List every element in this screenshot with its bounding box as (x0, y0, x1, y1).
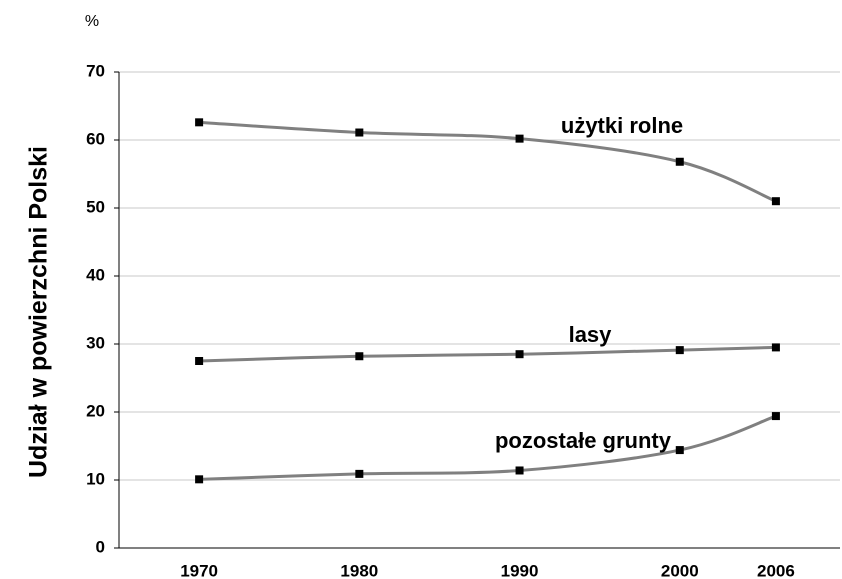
y-tick-label: 40 (86, 265, 105, 284)
data-point (675, 346, 684, 355)
x-tick-label: 1990 (501, 561, 539, 579)
data-point (515, 134, 524, 143)
y-tick-label: 10 (86, 469, 105, 488)
series-line (199, 414, 777, 481)
series-label: lasy (569, 322, 613, 347)
data-point (195, 475, 204, 484)
series-line (199, 345, 776, 363)
y-tick-label: 50 (86, 197, 105, 216)
data-point (771, 197, 780, 206)
y-unit: % (85, 13, 99, 30)
data-point (515, 466, 524, 475)
y-axis-label: Udział w powierzchni Polski (25, 146, 53, 478)
data-point (355, 128, 364, 137)
data-point (771, 412, 780, 421)
data-point (515, 350, 524, 359)
x-tick-label: 1970 (180, 561, 218, 579)
x-tick-label: 2000 (661, 561, 699, 579)
y-tick-label: 70 (86, 61, 105, 80)
series-label: użytki rolne (561, 113, 683, 138)
x-tick-label: 1980 (340, 561, 378, 579)
y-tick-label: 60 (86, 129, 105, 148)
y-tick-label: 30 (86, 333, 105, 352)
series-label: pozostałe grunty (495, 428, 672, 453)
data-point (355, 352, 364, 361)
data-point (355, 469, 364, 478)
data-point (675, 446, 684, 455)
data-point (195, 118, 204, 127)
data-point (195, 357, 204, 365)
data-point (771, 343, 780, 352)
series-line (199, 120, 777, 203)
y-tick-label: 0 (96, 537, 105, 556)
data-point (675, 157, 684, 166)
y-tick-label: 20 (86, 401, 105, 420)
x-tick-label: 2006 (757, 561, 795, 579)
